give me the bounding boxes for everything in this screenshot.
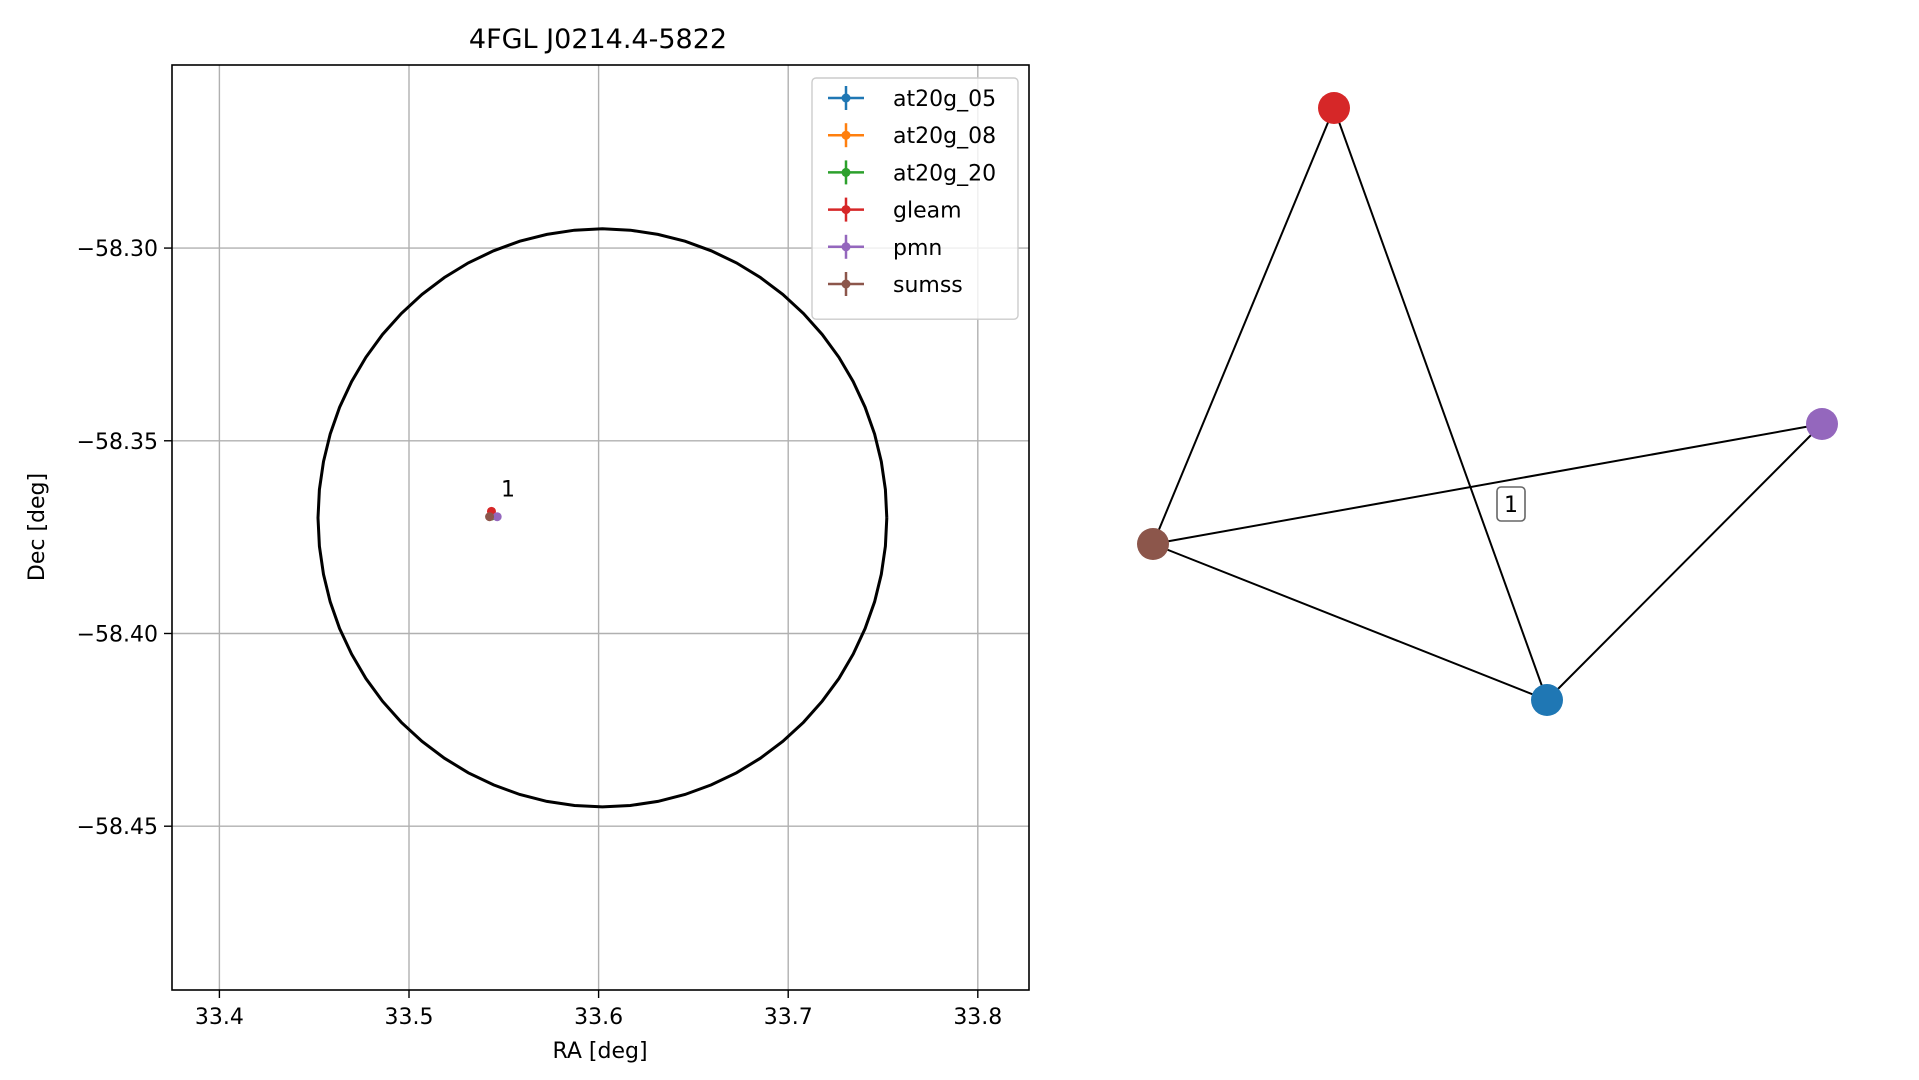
point-annotation: 1 [501, 478, 515, 503]
graph-label: 1 [1496, 486, 1526, 522]
legend-label: gleam [893, 199, 962, 224]
graph-node-gleam [1318, 92, 1350, 124]
x-tick-label: 33.4 [195, 1005, 244, 1030]
graph-edge [1546, 423, 1823, 701]
annotations: 1 [501, 478, 515, 503]
x-axis-label: RA [deg] [552, 1039, 647, 1064]
y-tick-label: −58.30 [77, 237, 158, 262]
sky-position-plot: 4FGL J0214.4-5822 1 33.4 33.5 33.6 33.7 33.8… [25, 24, 1030, 1064]
x-tick-label: 33.6 [574, 1005, 623, 1030]
graph-node-pmn [1806, 408, 1838, 440]
y-tick-label: −58.40 [77, 622, 158, 647]
graph-label-text: 1 [1504, 493, 1518, 518]
legend-marker-dot [841, 167, 851, 177]
association-graph: 1 [1137, 92, 1838, 716]
legend-marker-dot [841, 279, 851, 289]
x-tick-label: 33.7 [764, 1005, 813, 1030]
legend-marker-dot [841, 93, 851, 103]
data-point-sumss [485, 512, 495, 522]
x-tick-label: 33.8 [953, 1005, 1002, 1030]
plot-frame [171, 64, 1030, 991]
graph-edge [1152, 543, 1548, 701]
data-point-pmn [492, 512, 502, 522]
graph-nodes [1137, 92, 1838, 716]
graph-edges [1152, 107, 1823, 701]
chart-title: 4FGL J0214.4-5822 [469, 24, 727, 55]
legend-marker-dot [841, 242, 851, 252]
graph-edge [1333, 107, 1548, 701]
legend-box [811, 77, 1019, 320]
y-tick-label: −58.45 [77, 815, 158, 840]
x-tick-label: 33.5 [385, 1005, 434, 1030]
legend-marker-dot [841, 205, 851, 215]
graph-label-box [1496, 486, 1526, 522]
x-axis-ticks: 33.4 33.5 33.6 33.7 33.8 [195, 990, 1002, 1030]
error-circle-layer [316, 227, 889, 809]
graph-node-at20g [1531, 684, 1563, 716]
graph-edge [1152, 107, 1335, 545]
legend-label: sumss [893, 273, 963, 298]
y-axis-label: Dec [deg] [25, 473, 50, 581]
legend-label: at20g_05 [893, 87, 996, 112]
legend-marker-dot [841, 130, 851, 140]
data-points [485, 506, 502, 522]
legend-label: at20g_20 [893, 161, 996, 186]
legend-label: pmn [893, 236, 942, 261]
y-axis-ticks: −58.30 −58.35 −58.40 −58.45 [77, 237, 172, 840]
graph-node-sumss [1137, 528, 1169, 560]
legend-label: at20g_08 [893, 124, 996, 149]
graph-edge [1152, 423, 1823, 545]
error-circle [316, 227, 889, 809]
y-tick-label: −58.35 [77, 430, 158, 455]
